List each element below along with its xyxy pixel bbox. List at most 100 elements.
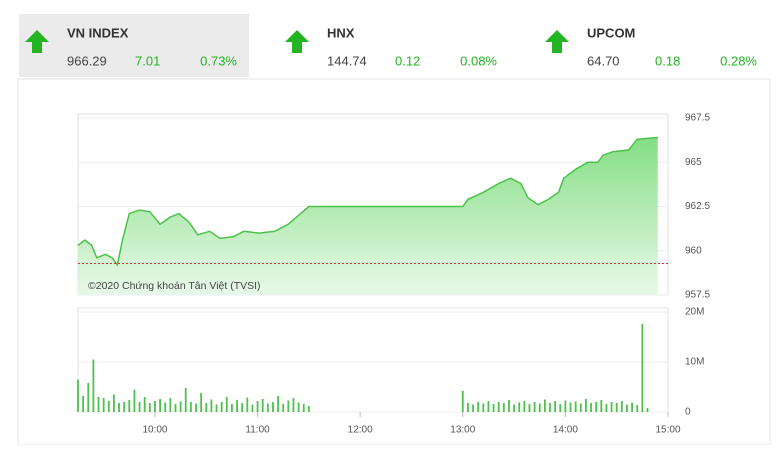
volume-bar: [154, 401, 156, 412]
y-tick-label: 965: [685, 157, 702, 168]
volume-bar: [620, 401, 623, 412]
price-line: [77, 136, 658, 267]
volume-bar: [272, 402, 274, 412]
volume-bar: [492, 404, 495, 412]
volume-bar: [600, 400, 603, 412]
volume-bar: [277, 396, 279, 412]
up-arrow: [285, 30, 309, 53]
volume-bar: [636, 405, 639, 412]
volume-bar: [579, 403, 582, 412]
volume-bar: [297, 402, 300, 412]
volume-bar: [287, 400, 290, 412]
volume-bar: [559, 404, 562, 412]
copyright: ©2020 Chứng khoán Tân Việt (TVSI): [88, 280, 261, 292]
volume-bar: [564, 400, 567, 412]
volume-bar: [502, 403, 505, 412]
index-percent: 0.28%: [720, 53, 757, 68]
volume-bar: [225, 397, 228, 412]
volume-bar: [574, 401, 577, 412]
y-tick-label: 20M: [685, 307, 704, 318]
index-change: 0.12: [395, 53, 420, 68]
volume-bar: [210, 399, 213, 412]
index-name: HNX: [327, 25, 355, 40]
volume-bar: [236, 400, 238, 412]
volume-bar: [195, 403, 197, 412]
volume-bar: [528, 404, 531, 412]
volume-bar: [220, 402, 223, 412]
volume-bar: [508, 400, 510, 412]
y-tick-label: 957.5: [685, 290, 710, 301]
volume-bar: [477, 402, 480, 412]
volume-bar: [118, 403, 120, 412]
up-arrow: [25, 30, 49, 53]
index-name: UPCOM: [587, 25, 635, 40]
volume-bar: [107, 401, 110, 412]
index-value: 966.29: [67, 53, 107, 68]
volume-bar: [585, 399, 587, 412]
volume-bar: [631, 402, 633, 412]
volume-bar: [482, 403, 485, 412]
volume-bar: [533, 402, 536, 412]
x-tick-label: 10:00: [142, 425, 167, 436]
volume-bar: [77, 379, 79, 412]
volume-bar: [554, 401, 557, 412]
volume-bar: [113, 394, 115, 412]
x-tick-label: 15:00: [655, 425, 680, 436]
volume-bar: [251, 404, 254, 412]
up-arrow: [545, 30, 569, 53]
index-percent: 0.73%: [200, 53, 237, 68]
y-tick-label: 962.5: [685, 201, 710, 212]
volume-bar: [174, 404, 177, 412]
volume-bar: [261, 399, 264, 412]
volume-bar: [256, 401, 259, 412]
x-tick-label: 13:00: [450, 425, 475, 436]
volume-bar: [610, 402, 613, 412]
volume-bar: [246, 397, 249, 412]
volume-bar: [307, 406, 310, 412]
volume-bar: [159, 399, 161, 412]
volume-bar: [549, 403, 551, 412]
volume-bar: [302, 404, 305, 412]
y-tick-label: 967.5: [685, 113, 710, 124]
volume-bar: [128, 400, 131, 412]
volume-bar: [215, 404, 218, 412]
volume-bar: [282, 404, 285, 412]
index-change: 0.18: [655, 53, 680, 68]
volume-bar: [487, 401, 490, 412]
volume-bar: [231, 404, 233, 412]
volume-bar: [82, 396, 85, 412]
volume-bar: [205, 403, 208, 412]
volume-bar: [518, 402, 521, 412]
volume-bar: [138, 402, 141, 412]
volume-bar: [92, 359, 95, 412]
x-tick-label: 12:00: [348, 425, 373, 436]
volume-bar: [472, 404, 474, 412]
volume-bar: [200, 393, 203, 412]
price-area: [78, 137, 658, 295]
volume-bar: [133, 389, 136, 412]
volume-bar: [169, 398, 172, 412]
volume-bar: [497, 402, 500, 412]
volume-bar: [590, 403, 592, 412]
volume-bar: [189, 402, 192, 412]
volume-bar: [523, 401, 526, 412]
index-value: 64.70: [587, 53, 620, 68]
volume-bar: [87, 383, 90, 412]
volume-bar: [164, 402, 167, 412]
index-percent: 0.08%: [460, 53, 497, 68]
volume-bar: [143, 397, 146, 412]
volume-bar: [467, 403, 469, 412]
volume-bar: [148, 403, 151, 412]
volume-bar: [292, 398, 295, 412]
x-tick-label: 14:00: [553, 425, 578, 436]
index-value: 144.74: [327, 53, 367, 68]
volume-bar: [543, 399, 546, 412]
volume-bar: [266, 403, 269, 412]
selected-tile[interactable]: [19, 14, 249, 77]
volume-bar: [626, 404, 628, 412]
index-name: VN INDEX: [67, 25, 129, 40]
volume-bar: [123, 402, 126, 412]
volume-bar: [641, 324, 644, 412]
volume-bar: [102, 398, 105, 412]
y-tick-label: 10M: [685, 357, 704, 368]
